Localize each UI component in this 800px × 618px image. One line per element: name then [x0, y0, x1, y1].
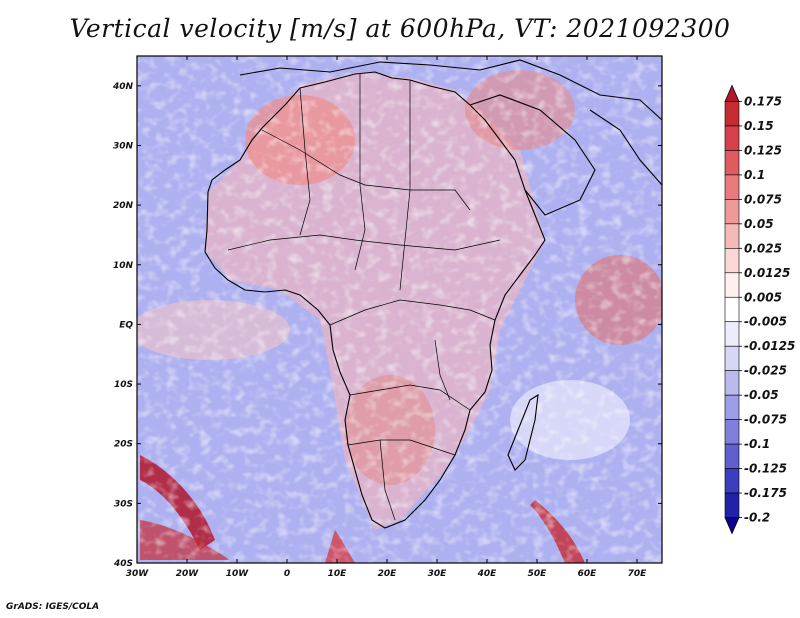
x-tick-label: 60E — [578, 569, 598, 579]
border-southern — [347, 439, 456, 456]
border-libya-chad — [354, 74, 366, 271]
x-tick-label: 10W — [226, 569, 250, 579]
colorbar-label: -0.0125 — [744, 339, 795, 353]
y-tick-label: 30S — [114, 499, 133, 509]
colorbar-swatch — [724, 223, 740, 249]
colorbar-bottom-arrow — [724, 517, 740, 535]
colorbar-swatch — [724, 248, 740, 274]
colorbar-swatch — [724, 296, 740, 323]
colorbar-label: 0.05 — [744, 217, 774, 231]
chart-title: Vertical velocity [m/s] at 600hPa, VT: 2… — [69, 14, 731, 43]
y-tick-label: 40S — [113, 559, 133, 569]
mediterranean-coast — [239, 59, 662, 121]
colorbar-swatch — [724, 174, 740, 200]
colorbar-label: -0.075 — [744, 413, 787, 427]
colorbar-label: -0.1 — [744, 437, 770, 451]
y-tick-label: EQ — [119, 320, 133, 330]
colorbar-label: 0.025 — [744, 241, 782, 255]
colorbar-swatch — [724, 394, 740, 420]
colorbar-label: -0.005 — [744, 315, 787, 329]
x-tick-label: 40E — [477, 569, 498, 579]
colorbar-label: 0.1 — [744, 168, 765, 182]
colorbar-label: -0.125 — [744, 462, 787, 476]
africa-coastline — [204, 71, 546, 529]
asia-coast — [589, 109, 662, 186]
x-tick-label: 10E — [328, 569, 348, 579]
x-tick-label: 20E — [378, 569, 398, 579]
border-south-central — [349, 384, 471, 411]
colorbar-top-arrow — [724, 84, 740, 102]
border-sahel-n — [261, 129, 471, 211]
colorbar-label: 0.0125 — [744, 266, 790, 280]
colorbar-label: 0.075 — [744, 192, 782, 206]
field-texture — [137, 56, 662, 563]
colorbar-swatch — [724, 468, 740, 494]
colorbar-swatch — [724, 321, 740, 347]
colorbar-label: -0.05 — [744, 388, 779, 402]
x-tick-label: 70E — [628, 569, 648, 579]
colorbar-swatch — [724, 272, 740, 298]
y-tick-label: 10N — [113, 261, 134, 271]
colorbar-label: 0.175 — [744, 94, 782, 108]
x-tick-label: 30W — [126, 569, 150, 579]
colorbar-label: 0.125 — [744, 143, 782, 157]
y-tick-label: 20S — [114, 440, 133, 450]
border-rift — [434, 339, 451, 401]
map-frame — [136, 55, 663, 564]
y-tick-label: 40N — [112, 82, 134, 92]
x-tick-label: 50E — [528, 569, 548, 579]
y-tick-label: 30N — [113, 141, 134, 151]
border-central — [329, 299, 496, 326]
colorbar-swatch — [724, 492, 740, 518]
colorbar-swatch — [724, 419, 740, 445]
border-namibia-botswana — [379, 439, 396, 521]
axis-ticks: 30W 20W 10W 0 10E 20E 30E 40E 50E 60E 70E 40S 30S 20S… — [112, 56, 662, 579]
coastlines — [204, 59, 662, 529]
colorbar-swatch — [724, 199, 740, 225]
colorbar-swatch — [724, 370, 740, 396]
madagascar-coastline — [507, 393, 539, 471]
country-borders — [227, 74, 501, 521]
x-tick-label: 20W — [176, 569, 200, 579]
colorbar-label: 0.15 — [744, 119, 774, 133]
x-tick-label: 0 — [284, 569, 290, 579]
colorbar-swatch — [724, 101, 740, 127]
vertical-velocity-field — [137, 56, 662, 563]
border-algeria-mali — [299, 87, 311, 236]
colorbar-label: -0.025 — [744, 364, 787, 378]
grads-credit: GrADS: IGES/COLA — [6, 602, 100, 612]
colorbar-label: 0.005 — [744, 290, 782, 304]
arabia-coastline — [469, 94, 596, 216]
border-egypt-sudan — [399, 80, 411, 291]
colorbar-swatch — [724, 150, 740, 176]
colorbar-swatch — [724, 345, 740, 371]
y-tick-label: 20N — [113, 201, 134, 211]
y-tick-label: 10S — [114, 380, 133, 390]
colorbar-label: -0.2 — [744, 511, 770, 525]
colorbar-label: -0.175 — [744, 486, 787, 500]
colorbar-swatch — [724, 443, 740, 469]
x-tick-label: 30E — [428, 569, 448, 579]
colorbar: 0.175 0.15 0.125 0.1 0.075 0.05 0.025 0.0125 0.0… — [724, 84, 795, 535]
border-sahel-s — [227, 234, 501, 251]
colorbar-swatch — [724, 125, 740, 151]
